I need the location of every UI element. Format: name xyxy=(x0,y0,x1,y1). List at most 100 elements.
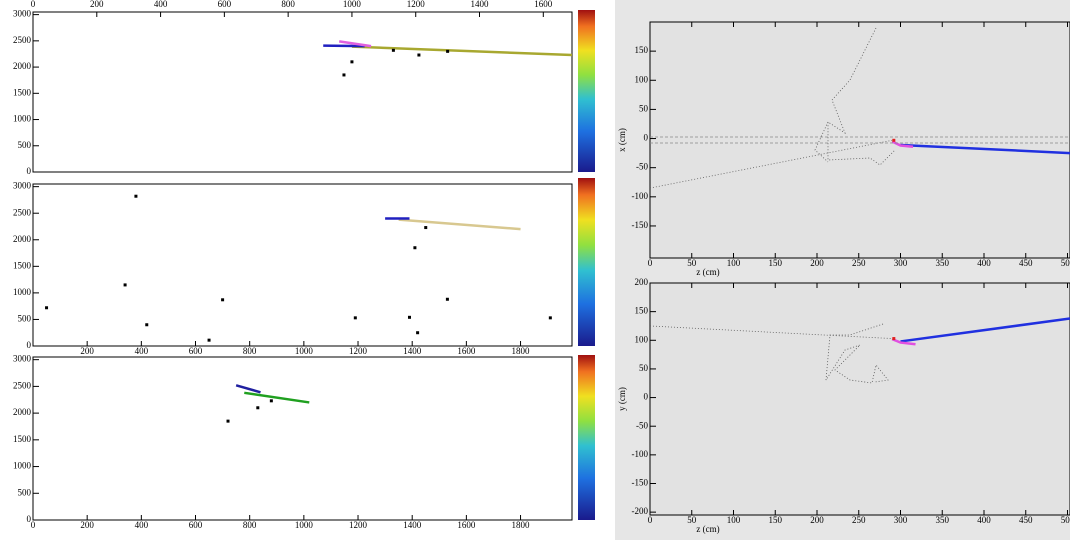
y-tick-label: 0 xyxy=(644,133,649,143)
plot-area xyxy=(33,184,572,346)
color-bar xyxy=(578,355,595,520)
x-tick-label: 1000 xyxy=(295,520,314,530)
x-tick-label: 1600 xyxy=(534,0,553,9)
y-tick-label: -50 xyxy=(636,162,648,172)
x-tick-label: 600 xyxy=(189,346,203,356)
y-tick-label: 2500 xyxy=(13,207,32,217)
x-tick-label: 200 xyxy=(810,515,824,525)
y-tick-label: 100 xyxy=(635,74,649,84)
x-tick-label: 1400 xyxy=(471,0,490,9)
x-tick-label: 400 xyxy=(977,258,991,268)
x-tick-label: 1800 xyxy=(512,346,531,356)
hit xyxy=(354,316,357,319)
y-tick-label: 2000 xyxy=(13,234,32,244)
x-tick-label: 250 xyxy=(852,515,866,525)
x-tick-label: 200 xyxy=(80,346,94,356)
plot-area xyxy=(33,357,572,520)
y-tick-label: 3000 xyxy=(13,354,32,364)
x-tick-label: 300 xyxy=(894,515,908,525)
x-tick-label: 400 xyxy=(135,346,149,356)
x-tick-label: 150 xyxy=(768,515,782,525)
hit xyxy=(892,139,895,142)
color-bar xyxy=(578,10,595,172)
x-tick-label: 600 xyxy=(189,520,203,530)
hit xyxy=(227,420,230,423)
x-tick-label: 350 xyxy=(935,258,949,268)
y-tick-label: 50 xyxy=(639,103,649,113)
x-tick-label: 1000 xyxy=(295,346,314,356)
x-tick-label: 150 xyxy=(768,258,782,268)
y-tick-label: -100 xyxy=(632,449,649,459)
x-tick-label: 400 xyxy=(135,520,149,530)
hit xyxy=(350,60,353,63)
hit xyxy=(145,323,148,326)
y-tick-label: 1500 xyxy=(13,260,32,270)
y-tick-label: -150 xyxy=(632,220,649,230)
hit xyxy=(408,316,411,319)
y-tick-label: 500 xyxy=(18,314,32,324)
hit xyxy=(417,54,420,57)
y-tick-label: -150 xyxy=(632,478,649,488)
y-tick-label: 1000 xyxy=(13,461,32,471)
plot-area xyxy=(33,12,572,172)
x-tick-label: 1200 xyxy=(349,346,368,356)
x-tick-label: 400 xyxy=(154,0,168,9)
x-tick-label: 0 xyxy=(648,515,653,525)
track xyxy=(323,46,364,47)
x-tick-label: 1600 xyxy=(457,346,476,356)
x-axis-label: z (cm) xyxy=(696,267,719,277)
x-tick-label: 0 xyxy=(648,258,653,268)
y-tick-label: 100 xyxy=(635,334,649,344)
y-tick-label: 500 xyxy=(18,140,32,150)
y-tick-label: -200 xyxy=(632,506,649,516)
x-tick-label: 1200 xyxy=(407,0,426,9)
x-tick-label: 1600 xyxy=(457,520,476,530)
y-tick-label: 0 xyxy=(27,166,32,176)
event-display: 0200400600800100012001400160005001000150… xyxy=(0,0,1070,540)
y-tick-label: 2500 xyxy=(13,35,32,45)
hit xyxy=(416,331,419,334)
x-tick-label: 1400 xyxy=(403,346,422,356)
y-tick-label: 3000 xyxy=(13,181,32,191)
y-tick-label: 0 xyxy=(644,392,649,402)
x-tick-label: 50 xyxy=(687,258,697,268)
x-tick-label: 1200 xyxy=(349,520,368,530)
x-tick-label: 300 xyxy=(894,258,908,268)
y-tick-label: 0 xyxy=(27,514,32,524)
y-tick-label: 150 xyxy=(635,306,649,316)
x-tick-label: 100 xyxy=(727,515,741,525)
y-tick-label: 2000 xyxy=(13,407,32,417)
y-tick-label: 0 xyxy=(27,340,32,350)
hit xyxy=(134,195,137,198)
x-tick-label: 100 xyxy=(727,258,741,268)
y-tick-label: 2000 xyxy=(13,61,32,71)
hit xyxy=(342,73,345,76)
x-tick-label: 200 xyxy=(90,0,104,9)
hit xyxy=(45,306,48,309)
x-tick-label: 50 xyxy=(687,515,697,525)
hit xyxy=(424,226,427,229)
y-tick-label: 50 xyxy=(639,363,649,373)
x-tick-label: 500 xyxy=(1061,515,1070,525)
y-tick-label: 1500 xyxy=(13,87,32,97)
x-tick-label: 1000 xyxy=(343,0,362,9)
plot-area xyxy=(650,22,1070,258)
y-axis-label: y (cm) xyxy=(617,387,627,411)
y-tick-label: 3000 xyxy=(13,9,32,19)
x-tick-label: 600 xyxy=(218,0,232,9)
y-tick-label: 1000 xyxy=(13,287,32,297)
hit xyxy=(208,339,211,342)
hit xyxy=(446,298,449,301)
x-tick-label: 0 xyxy=(31,0,36,9)
y-tick-label: 2500 xyxy=(13,380,32,390)
x-tick-label: 1400 xyxy=(403,520,422,530)
hit xyxy=(221,298,224,301)
y-tick-label: -50 xyxy=(636,420,648,430)
x-axis-label: z (cm) xyxy=(696,524,719,534)
hit xyxy=(270,399,273,402)
x-tick-label: 200 xyxy=(80,520,94,530)
x-tick-label: 350 xyxy=(935,515,949,525)
hit xyxy=(392,49,395,52)
hit xyxy=(256,406,259,409)
x-tick-label: 200 xyxy=(810,258,824,268)
